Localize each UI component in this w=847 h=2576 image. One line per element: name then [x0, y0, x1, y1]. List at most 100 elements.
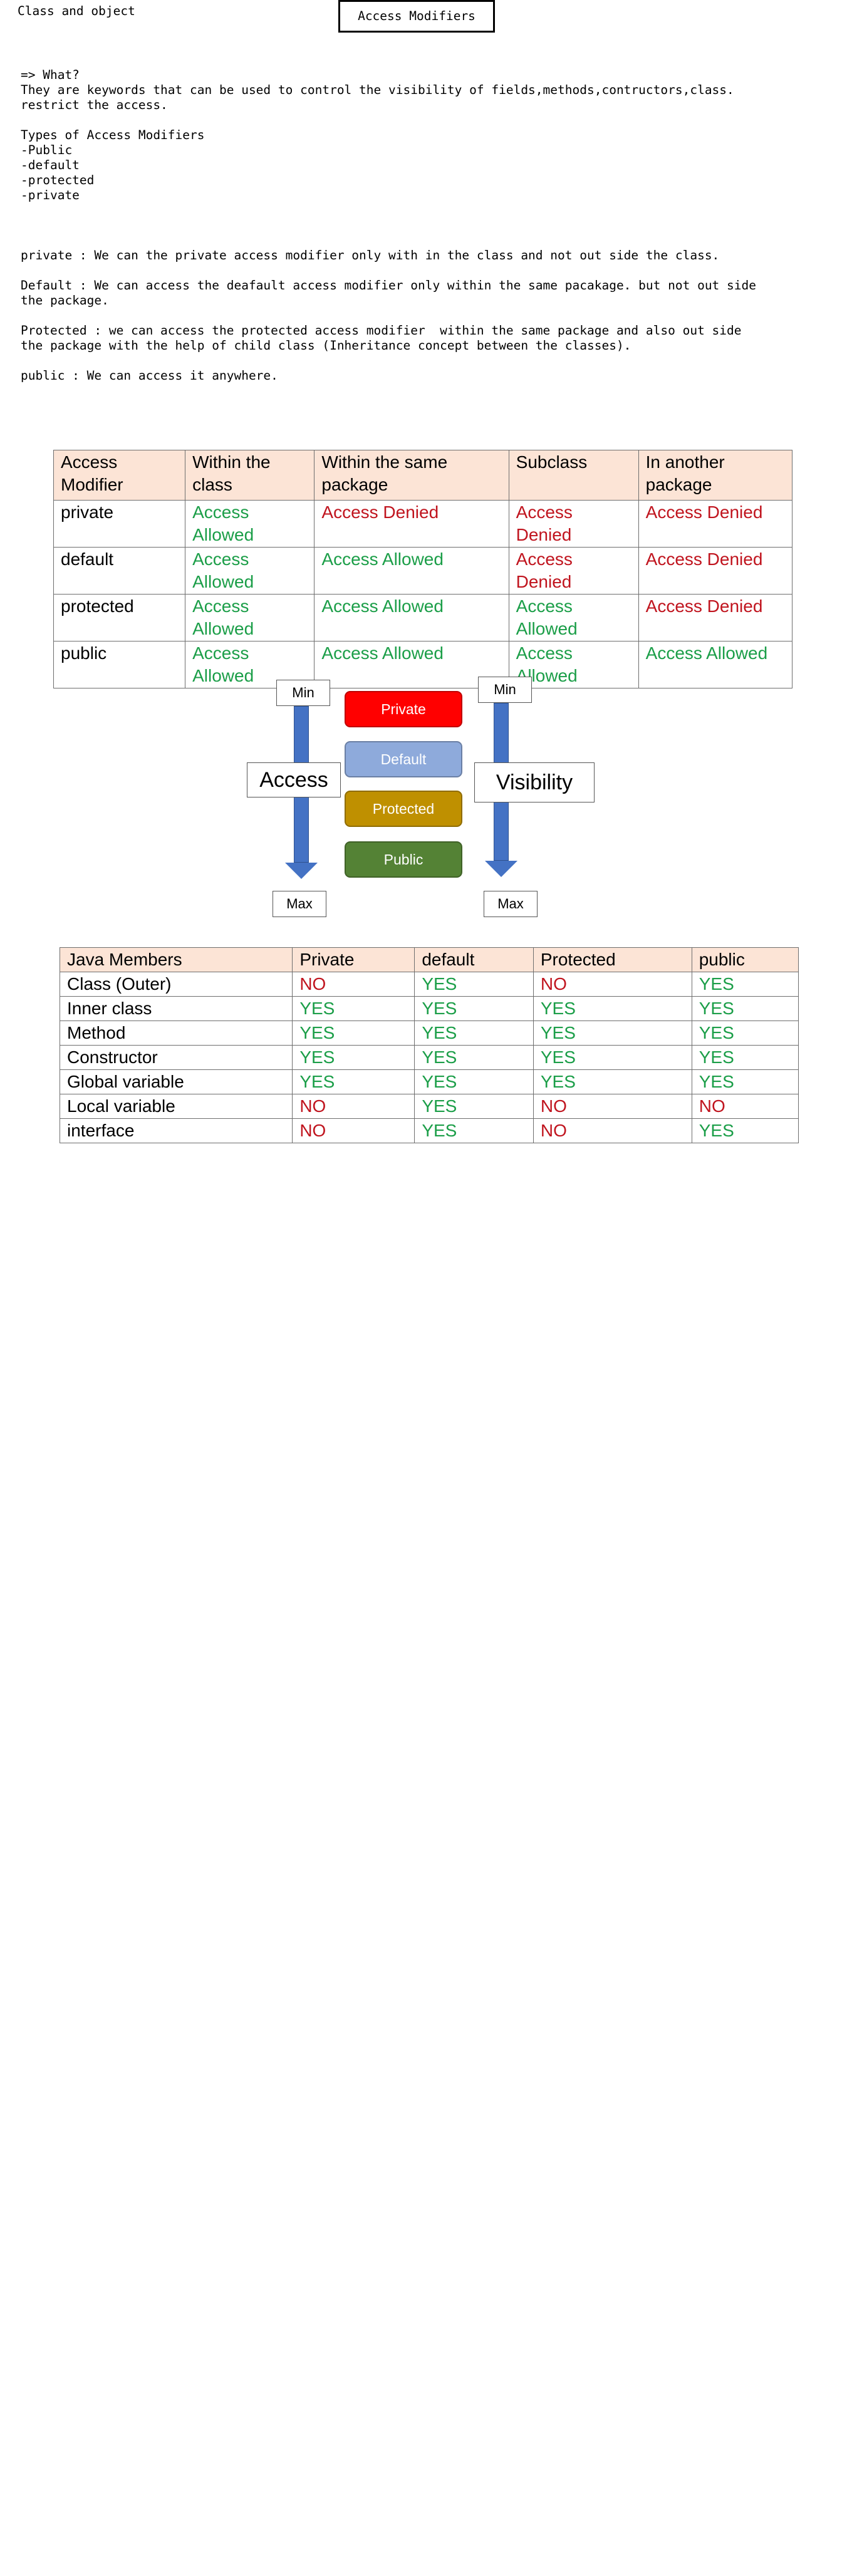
level-protected: Protected [345, 791, 462, 827]
row-label: interface [59, 1118, 293, 1143]
note-line: Types of Access Modifiers [21, 128, 205, 142]
table-cell: YES [292, 1021, 415, 1046]
table-cell: NO [533, 1118, 692, 1143]
row-label: Inner class [59, 996, 293, 1021]
note-line [21, 113, 816, 128]
left-arrow-head-icon [285, 863, 318, 879]
note-line: the package. [21, 293, 109, 308]
table-header-row: Access Modifier Within the class Within th… [53, 450, 793, 501]
table-row: private Access Allowed Access Denied Access… [53, 500, 793, 548]
table-cell: YES [691, 1045, 799, 1070]
note-line [21, 308, 816, 323]
java-members-table: Java Members Private default Protected publi… [59, 947, 799, 1143]
note-line [21, 353, 816, 368]
table-cell: NO [292, 1094, 415, 1119]
row-label: Class (Outer) [59, 972, 293, 997]
table-row: Global variable YES YES YES YES [59, 1069, 799, 1094]
table-cell: YES [292, 996, 415, 1021]
note-line: private : We can the private access modi… [21, 248, 720, 262]
column-header: default [414, 947, 534, 972]
table-cell: Access Allowed [508, 641, 639, 688]
table-cell: YES [292, 1069, 415, 1094]
row-label: Method [59, 1021, 293, 1046]
note-line: They are keywords that can be used to co… [21, 83, 734, 97]
table-cell: Access Allowed [508, 594, 639, 641]
column-header: Protected [533, 947, 692, 972]
note-line [21, 263, 816, 278]
table-cell: Access Allowed [314, 594, 509, 641]
table-cell: Access Allowed [185, 594, 315, 641]
table-row: Method YES YES YES YES [59, 1021, 799, 1046]
access-modifier-table: Access Modifier Within the class Within th… [53, 450, 793, 688]
table-row: interface NO YES NO YES [59, 1118, 799, 1143]
table-cell: Access Denied [314, 500, 509, 548]
level-default: Default [345, 741, 462, 777]
visibility-label: Visibility [474, 762, 595, 802]
table-cell: NO [292, 1118, 415, 1143]
column-header: Private [292, 947, 415, 972]
table-cell: YES [533, 996, 692, 1021]
row-label: private [53, 500, 186, 548]
table-cell: Access Denied [638, 500, 793, 548]
column-header: Within the class [185, 450, 315, 501]
note-line [21, 218, 816, 233]
table-row: Inner class YES YES YES YES [59, 996, 799, 1021]
table-cell: YES [414, 996, 534, 1021]
note-line: the package with the help of child class… [21, 338, 631, 353]
note-line: -private [21, 188, 80, 202]
table-cell: YES [691, 1021, 799, 1046]
table-row: default Access Allowed Access Allowed Acces… [53, 547, 793, 595]
table-cell: Access Allowed [314, 641, 509, 688]
note-line [21, 233, 816, 248]
heading-box: Access Modifiers [338, 0, 495, 33]
level-public: Public [345, 841, 462, 878]
row-label: public [53, 641, 186, 688]
row-label: Constructor [59, 1045, 293, 1070]
table-cell: Access Allowed [185, 547, 315, 595]
column-header: public [691, 947, 799, 972]
heading-text: Access Modifiers [358, 9, 475, 23]
table-row: Constructor YES YES YES YES [59, 1045, 799, 1070]
table-row: Local variable NO YES NO NO [59, 1094, 799, 1119]
note-line: -default [21, 158, 80, 172]
right-max-label: Max [484, 891, 538, 917]
table-cell: YES [292, 1045, 415, 1070]
table-row: protected Access Allowed Access Allowed Acc… [53, 594, 793, 641]
table-cell: YES [691, 996, 799, 1021]
right-arrow-head-icon [485, 861, 517, 877]
table-cell: Access Allowed [185, 500, 315, 548]
table-row: Class (Outer) NO YES NO YES [59, 972, 799, 997]
table-cell: YES [414, 1118, 534, 1143]
column-header: Within the same package [314, 450, 509, 501]
table-cell: YES [414, 972, 534, 997]
table-cell: YES [414, 1069, 534, 1094]
row-label: default [53, 547, 186, 595]
column-header: Access Modifier [53, 450, 186, 501]
access-label: Access [247, 762, 341, 797]
table-cell: NO [533, 1094, 692, 1119]
level-private: Private [345, 691, 462, 727]
document-title: Class and object [18, 4, 135, 18]
note-line: Default : We can access the deafault acc… [21, 278, 756, 293]
column-header: Java Members [59, 947, 293, 972]
notes-text: => What? They are keywords that can be us… [21, 68, 816, 383]
note-line: -protected [21, 173, 95, 187]
row-label: Global variable [59, 1069, 293, 1094]
table-cell: YES [414, 1021, 534, 1046]
table-cell: NO [691, 1094, 799, 1119]
table-cell: Access Allowed [314, 547, 509, 595]
table-cell: Access Denied [638, 594, 793, 641]
note-line: -Public [21, 143, 73, 157]
left-min-label: Min [276, 680, 330, 706]
table-cell: Access Denied [508, 547, 639, 595]
table-cell: YES [533, 1045, 692, 1070]
right-min-label: Min [478, 677, 532, 703]
note-line: Protected : we can access the protected … [21, 323, 742, 338]
table-cell: NO [292, 972, 415, 997]
table-cell: YES [533, 1021, 692, 1046]
table-cell: YES [691, 1069, 799, 1094]
table-cell: Access Allowed [638, 641, 793, 688]
note-line [21, 203, 816, 218]
table-row: public Access Allowed Access Allowed Access… [53, 641, 793, 688]
column-header: Subclass [508, 450, 639, 501]
